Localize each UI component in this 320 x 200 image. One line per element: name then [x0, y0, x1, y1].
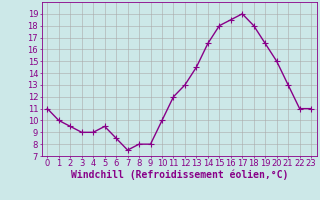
X-axis label: Windchill (Refroidissement éolien,°C): Windchill (Refroidissement éolien,°C): [70, 170, 288, 180]
